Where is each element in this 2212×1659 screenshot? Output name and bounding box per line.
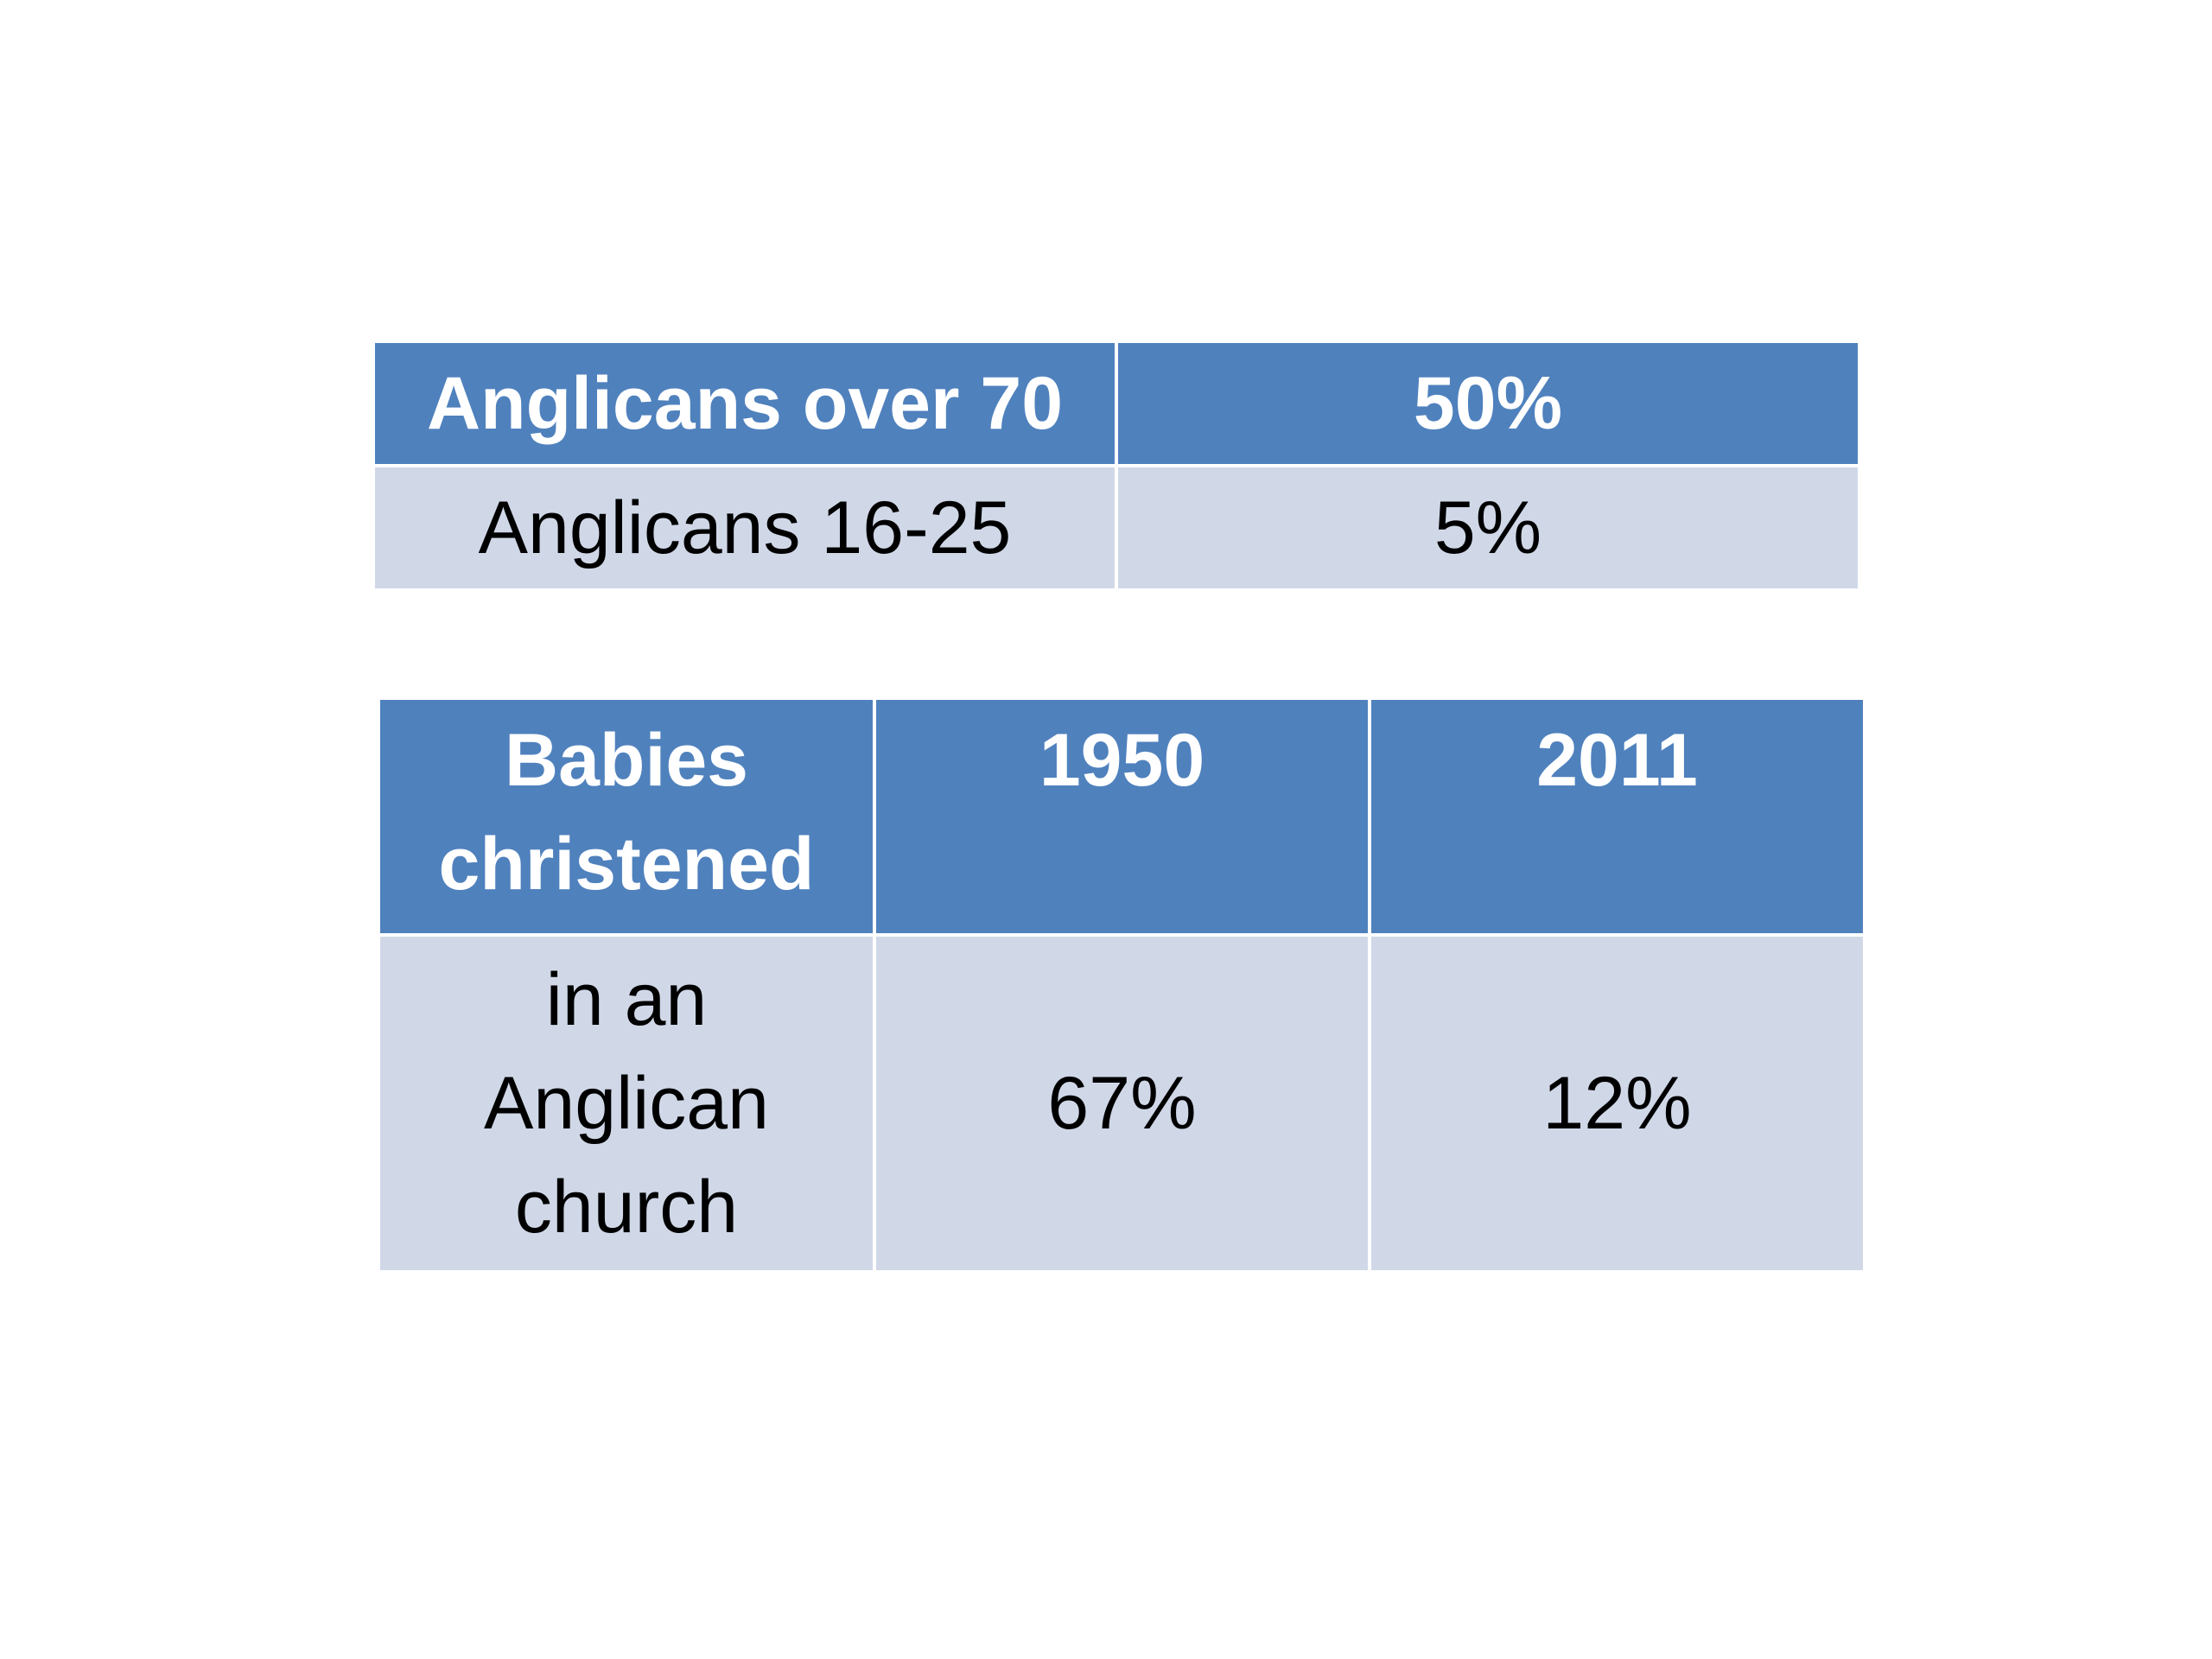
table-row: Anglicans 16-25 5% xyxy=(372,464,1861,592)
cell-1950-value: 67% xyxy=(873,933,1371,1274)
cell-anglicans-16-25: Anglicans 16-25 xyxy=(372,464,1118,592)
header-cell-1950: 1950 xyxy=(873,696,1371,937)
header-cell-percent-over-70: 50% xyxy=(1115,340,1861,467)
header-cell-babies-christened: Babies christened xyxy=(377,696,876,937)
cell-in-an-anglican-church: in an Anglican church xyxy=(377,933,876,1274)
cell-2011-value: 12% xyxy=(1368,933,1866,1274)
table-header-row: Anglicans over 70 50% xyxy=(372,340,1861,467)
header-cell-anglicans-over-70: Anglicans over 70 xyxy=(372,340,1118,467)
table-header-row: Babies christened 1950 2011 xyxy=(377,696,1866,937)
babies-christened-table: Babies christened 1950 2011 in an Anglic… xyxy=(377,696,1866,1274)
table-row: in an Anglican church 67% 12% xyxy=(377,933,1866,1274)
anglicans-age-table: Anglicans over 70 50% Anglicans 16-25 5% xyxy=(372,340,1861,592)
cell-percent-16-25: 5% xyxy=(1115,464,1861,592)
header-cell-2011: 2011 xyxy=(1368,696,1866,937)
